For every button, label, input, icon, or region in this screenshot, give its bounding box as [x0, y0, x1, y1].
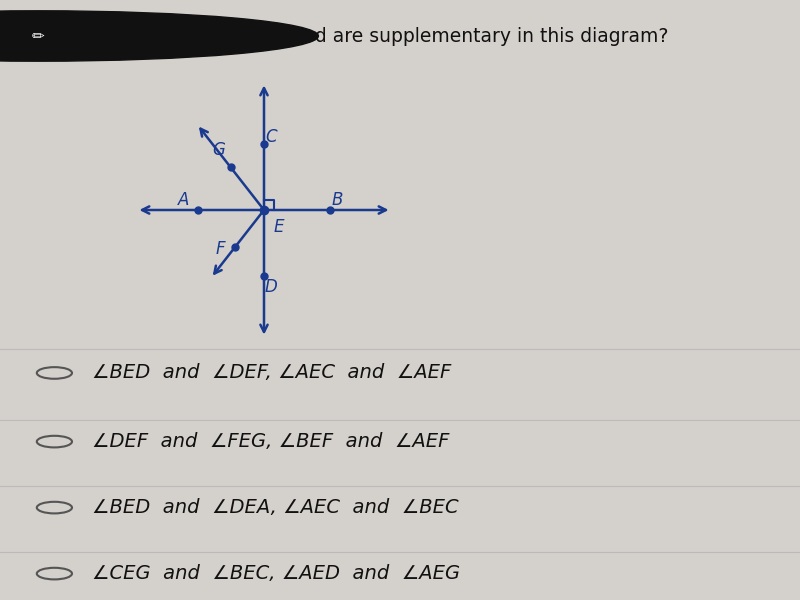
- Text: ✏: ✏: [32, 28, 45, 43]
- Text: ∠DEF  and  ∠FEG, ∠BEF  and  ∠AEF: ∠DEF and ∠FEG, ∠BEF and ∠AEF: [92, 432, 450, 451]
- Circle shape: [0, 11, 318, 61]
- Text: E: E: [274, 217, 284, 235]
- Text: F: F: [216, 240, 226, 258]
- Text: C: C: [266, 128, 278, 146]
- Text: D: D: [264, 277, 277, 295]
- Text: Which sets of angles listed are supplementary in this diagram?: Which sets of angles listed are suppleme…: [76, 26, 668, 46]
- Text: ∠BED  and  ∠DEA, ∠AEC  and  ∠BEC: ∠BED and ∠DEA, ∠AEC and ∠BEC: [92, 498, 458, 517]
- Text: ∠BED  and  ∠DEF, ∠AEC  and  ∠AEF: ∠BED and ∠DEF, ∠AEC and ∠AEF: [92, 364, 451, 382]
- Text: G: G: [213, 141, 226, 159]
- Text: A: A: [178, 191, 190, 209]
- Text: ∠CEG  and  ∠BEC, ∠AED  and  ∠AEG: ∠CEG and ∠BEC, ∠AED and ∠AEG: [92, 564, 460, 583]
- Text: B: B: [331, 191, 342, 209]
